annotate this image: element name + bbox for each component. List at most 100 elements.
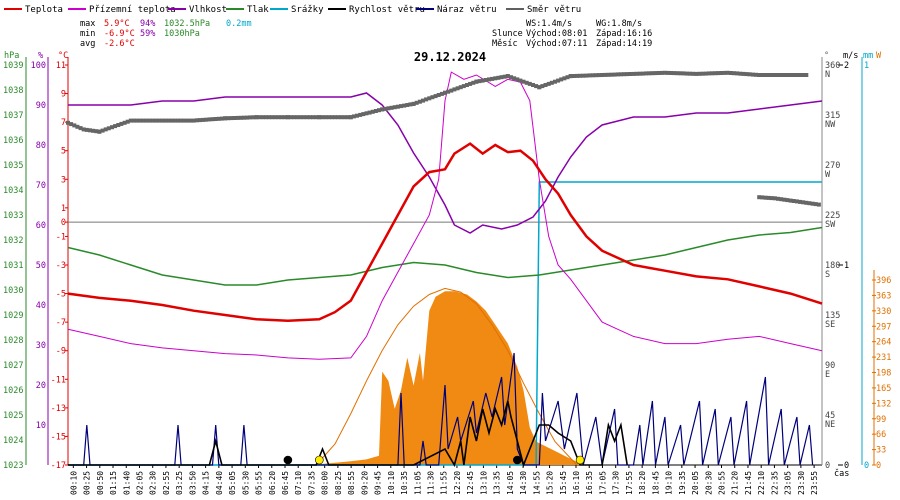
wind-dir-point (779, 197, 784, 202)
wind-dir-point (367, 110, 372, 115)
wind-dir-point (339, 115, 344, 120)
legend-item-dir: Směr větru (506, 5, 581, 15)
tick-time: 08:00 (321, 471, 330, 495)
tick-time: 13:10 (479, 471, 488, 495)
wind-dir-point (672, 71, 677, 76)
stat-min-label: min (80, 29, 95, 39)
wind-dir-point (147, 118, 152, 123)
wind-dir-point (279, 115, 284, 120)
wind-dir-point (257, 115, 262, 120)
wind-dir-point (304, 115, 309, 120)
wind-dir-point (201, 117, 206, 122)
wind-dir-point (694, 71, 699, 76)
wind-dir-point (446, 89, 451, 94)
tick-temp: -13 (51, 404, 66, 414)
tick-time: 02:05 (136, 471, 145, 495)
wind-dir-point (226, 116, 231, 121)
wind-dir-point (389, 105, 394, 110)
unit-mm: mm (863, 51, 873, 61)
tick-temp: 3 (61, 175, 66, 185)
tick-time: 18:20 (638, 471, 647, 495)
tick-time: 16:35 (585, 471, 594, 495)
wind-dir-point (417, 99, 422, 104)
sun-label: Slunce (492, 29, 523, 39)
wind-dir-point (194, 118, 199, 123)
unit-time: čas (834, 468, 849, 479)
sunrise-marker (314, 455, 324, 465)
tick-time: 17:05 (599, 471, 608, 495)
tick-time: 23:05 (784, 471, 793, 495)
tick-dir: 360 (825, 61, 840, 71)
wind-dir-point (527, 81, 532, 86)
tick-pct: 80 (36, 141, 46, 151)
tick-time: 19:10 (665, 471, 674, 495)
tick-ms: 1 (844, 261, 849, 271)
wind-dir-point (722, 70, 727, 75)
wind-dir-point (342, 115, 347, 120)
wind-dir-point (807, 201, 812, 206)
tick-time: 16:10 (572, 471, 581, 495)
wind-dir-point (590, 73, 595, 78)
stat-avg-temp: -2.6°C (104, 39, 135, 49)
legend-item-gust: Náraz větru (416, 5, 497, 15)
stat-min-temp: -6.9°C (104, 29, 135, 39)
wind-dir-point (716, 71, 721, 76)
wind-dir-point (119, 121, 124, 126)
wind-dir-point (377, 108, 381, 113)
tick-hpa: 1033 (3, 211, 23, 221)
wind-dir-point (600, 73, 605, 77)
wind-dir-point (628, 72, 633, 76)
legend-label-wind: Rychlost větru (349, 5, 425, 15)
wind-dir-point (411, 101, 416, 106)
tick-dir: 135 (825, 311, 840, 321)
wind-dir-point (804, 73, 809, 77)
wind-dir-point (788, 198, 793, 203)
tick-temp: 11 (56, 61, 66, 71)
wind-dir-point (88, 128, 92, 133)
legend-label-press: Tlak (247, 5, 269, 15)
moon-label: Měsíc (492, 39, 518, 49)
tick-time: 17:55 (625, 471, 634, 495)
tick-hpa: 1029 (3, 311, 23, 321)
tick-pct: 60 (36, 221, 46, 231)
tick-time: 04:15 (202, 471, 211, 495)
wind-dir-point (66, 120, 70, 125)
wind-dir-point (248, 115, 253, 120)
wind-dir-point (490, 76, 495, 81)
wind-dir-point (452, 87, 457, 92)
wind-dir-point (210, 117, 215, 122)
legend-item-press: Tlak (226, 5, 269, 15)
wind-dir-point (232, 116, 237, 120)
stat-rain-total: 0.2mm (226, 19, 252, 29)
tick-time: 08:25 (334, 471, 343, 495)
tick-dir: 270 (825, 161, 840, 171)
wind-dir-point (72, 123, 77, 128)
tick-time: 10:10 (387, 471, 396, 495)
wind-dir-point (163, 118, 168, 123)
tick-time: 12:20 (453, 471, 462, 495)
wind-dir-point (106, 126, 111, 131)
tick-time: 00:50 (96, 471, 105, 495)
wind-dir-point (172, 118, 177, 123)
moon-rise: Východ:07:11 (526, 39, 587, 49)
wind-dir-point (395, 104, 400, 109)
dewpoint-line (67, 71, 823, 360)
wind-dir-point (785, 73, 790, 77)
tick-time: 23:30 (797, 471, 806, 495)
wind-dir-point (424, 97, 429, 102)
wind-dir-point (735, 71, 740, 76)
wind-dir-point (691, 71, 696, 76)
wind-dir-point (345, 115, 350, 120)
moonrise-marker (283, 455, 293, 465)
tick-dir: 0 (825, 461, 830, 471)
wind-dir-point (141, 118, 146, 123)
tick-hpa: 1036 (3, 136, 23, 146)
wind-wg: WG:1.8m/s (596, 19, 642, 29)
wind-dir-point (160, 118, 165, 123)
tick-time: 14:30 (519, 471, 528, 495)
tick-hpa: 1025 (3, 411, 23, 421)
wind-dir-point (348, 115, 353, 120)
wind-dir-point (763, 73, 768, 77)
tick-hpa: 1026 (3, 386, 23, 396)
tick-pct: 90 (36, 101, 46, 111)
